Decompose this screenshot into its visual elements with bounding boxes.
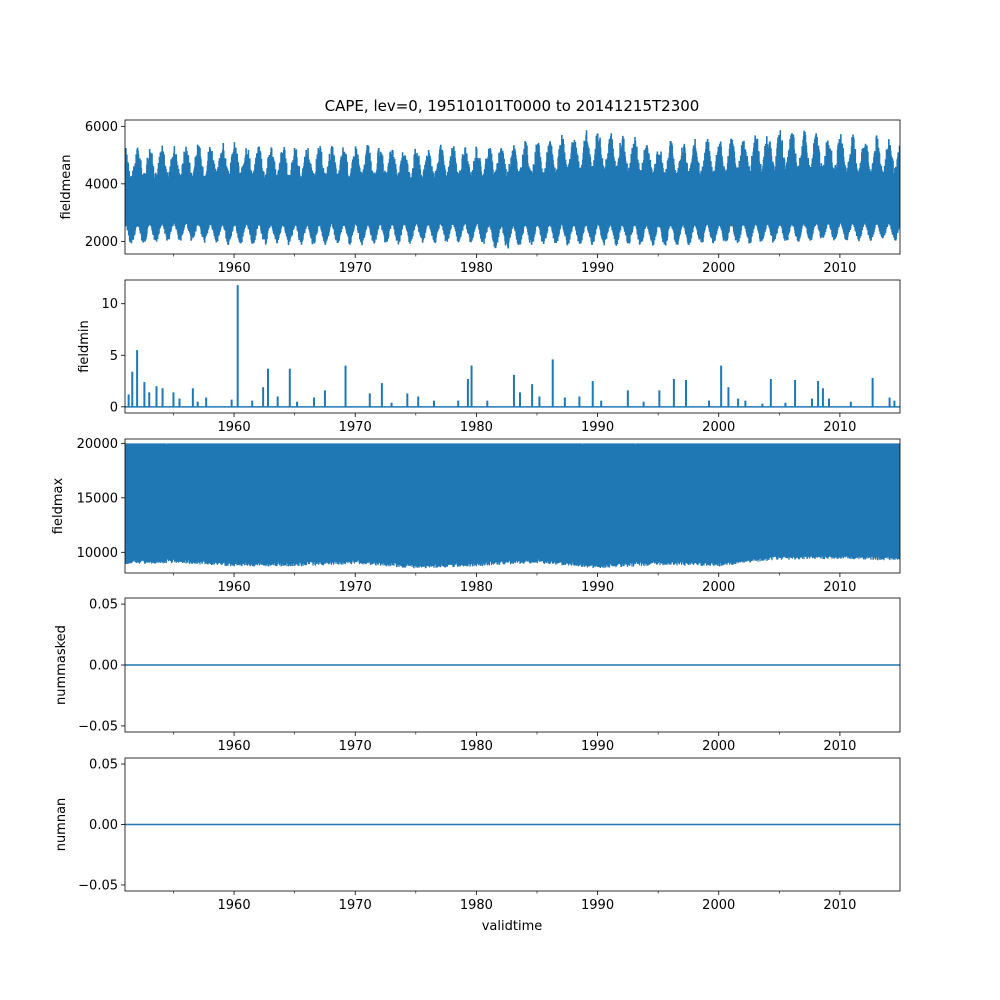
nummasked-y-tick-label: 0.05 (89, 598, 118, 613)
x-axis-label: validtime (482, 919, 543, 934)
fieldmean-x-tick-label: 2000 (702, 261, 735, 276)
fieldmax-y-tick-label: 15000 (77, 491, 118, 506)
numnan-x-tick-label: 1980 (460, 898, 493, 913)
fieldmean-series-core (125, 203, 900, 219)
fieldmax-x-tick-label: 2010 (823, 580, 856, 595)
fieldmax-plot-area (125, 443, 900, 569)
panel-fieldmin: 0 5 10 1960 1970 1980 1990 2000 2010 fieldmin (77, 279, 901, 435)
fieldmin-plot-area (125, 285, 900, 408)
fieldmax-y-axis-label: fieldmax (51, 478, 66, 535)
numnan-x-tick-label: 1990 (581, 898, 614, 913)
numnan-x-tick-label: 2010 (823, 898, 856, 913)
numnan-y-tick-label: 0.00 (89, 818, 118, 833)
nummasked-x-tick-label: 2010 (823, 739, 856, 754)
fieldmean-x-tick-label: 1980 (460, 261, 493, 276)
numnan-x-tick-label: 2000 (702, 898, 735, 913)
fieldmax-x-tick-label: 2000 (702, 580, 735, 595)
fieldmin-y-tick-label: 10 (101, 297, 118, 312)
numnan-y-tick-label: 0.05 (89, 758, 118, 773)
fieldmean-y-tick-label: 4000 (85, 177, 118, 192)
fieldmean-x-tick-label: 1960 (218, 261, 251, 276)
fieldmean-axes-frame (124, 119, 901, 255)
panel-fieldmax: 10000 15000 20000 1960 1970 1980 1990 2000 2010 f… (51, 437, 901, 595)
numnan-y-axis-label: numnan (54, 798, 69, 852)
fieldmean-x-tick-label: 2010 (823, 261, 856, 276)
fieldmax-axes-frame (124, 438, 901, 574)
fieldmean-y-tick-label: 6000 (85, 120, 118, 135)
nummasked-x-tick-label: 1970 (339, 739, 372, 754)
nummasked-y-axis-label: nummasked (54, 625, 69, 705)
fieldmax-y-tick-label: 10000 (77, 546, 118, 561)
fieldmax-x-tick-label: 1970 (339, 580, 372, 595)
fieldmax-x-tick-label: 1960 (218, 580, 251, 595)
nummasked-x-tick-label: 1980 (460, 739, 493, 754)
fieldmin-y-axis-label: fieldmin (77, 320, 92, 373)
nummasked-x-tick-label: 1960 (218, 739, 251, 754)
fieldmean-x-tick-label: 1970 (339, 261, 372, 276)
numnan-y-tick-label: −0.05 (78, 878, 118, 893)
panels: 2000 4000 6000 1960 1970 1980 1990 2000 2010 fiel… (51, 119, 901, 913)
nummasked-x-tick-label: 2000 (702, 739, 735, 754)
fieldmax-y-tick-label: 20000 (77, 437, 118, 452)
fieldmean-x-tick-label: 1990 (581, 261, 614, 276)
fieldmin-x-tick-label: 1960 (218, 420, 251, 435)
fieldmin-y-tick-label: 0 (110, 400, 118, 415)
fieldmin-x-tick-label: 1990 (581, 420, 614, 435)
fieldmin-y-tick-label: 5 (110, 349, 118, 364)
numnan-x-tick-label: 1970 (339, 898, 372, 913)
panel-numnan: −0.05 0.00 0.05 1960 1970 1980 1990 2000 2010 num… (54, 758, 901, 913)
panel-nummasked: −0.05 0.00 0.05 1960 1970 1980 1990 2000 2010 num… (54, 598, 901, 754)
panel-fieldmean: 2000 4000 6000 1960 1970 1980 1990 2000 2010 fiel… (59, 119, 901, 276)
fieldmin-x-tick-label: 2010 (823, 420, 856, 435)
fieldmax-x-tick-label: 1990 (581, 580, 614, 595)
fieldmax-series-core (125, 444, 900, 557)
fieldmin-axes-frame (124, 279, 901, 414)
numnan-x-tick-label: 1960 (218, 898, 251, 913)
fieldmean-plot-area (125, 130, 900, 249)
fieldmean-y-tick-label: 2000 (85, 235, 118, 250)
fieldmin-x-tick-label: 1970 (339, 420, 372, 435)
fieldmin-x-tick-label: 2000 (702, 420, 735, 435)
fieldmax-x-tick-label: 1980 (460, 580, 493, 595)
nummasked-y-tick-label: 0.00 (89, 659, 118, 674)
fieldmean-y-axis-label: fieldmean (59, 155, 74, 220)
fieldmin-x-tick-label: 1980 (460, 420, 493, 435)
chart-title: CAPE, lev=0, 19510101T0000 to 20141215T2… (325, 97, 700, 115)
nummasked-x-tick-label: 1990 (581, 739, 614, 754)
nummasked-y-tick-label: −0.05 (78, 719, 118, 734)
